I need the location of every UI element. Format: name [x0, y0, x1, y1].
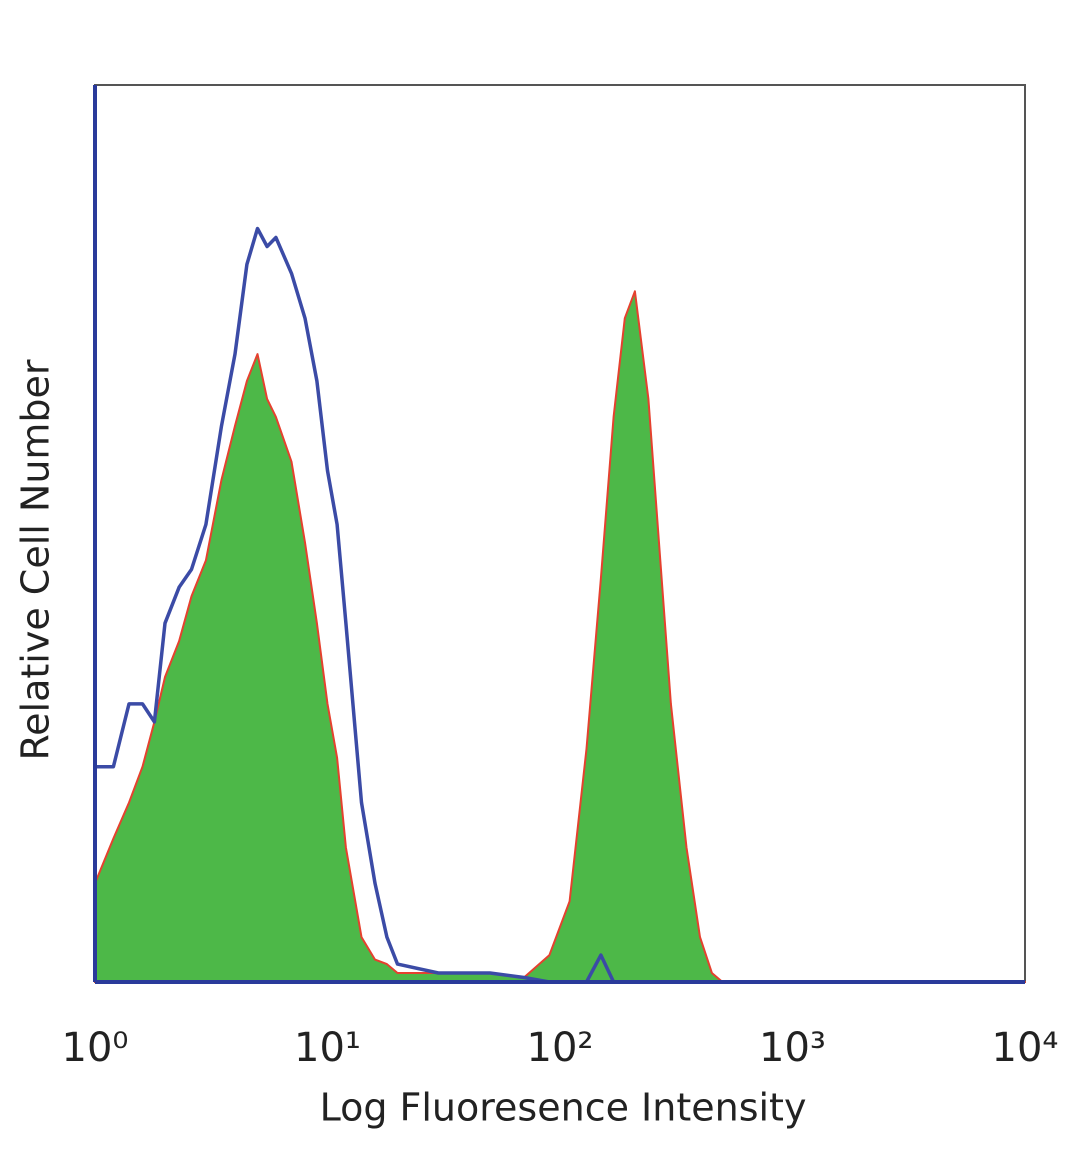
x-tick-label: 10³ — [759, 1025, 826, 1071]
x-tick-label: 10¹ — [294, 1025, 361, 1071]
x-tick-label: 10² — [527, 1025, 594, 1071]
x-tick-label: 10⁰ — [62, 1025, 129, 1071]
x-tick-label: 10⁴ — [992, 1025, 1059, 1071]
histogram-area — [94, 290, 1026, 983]
y-axis-label: Relative Cell Number — [14, 359, 58, 760]
x-axis-label: Log Fluoresence Intensity — [320, 1086, 807, 1130]
